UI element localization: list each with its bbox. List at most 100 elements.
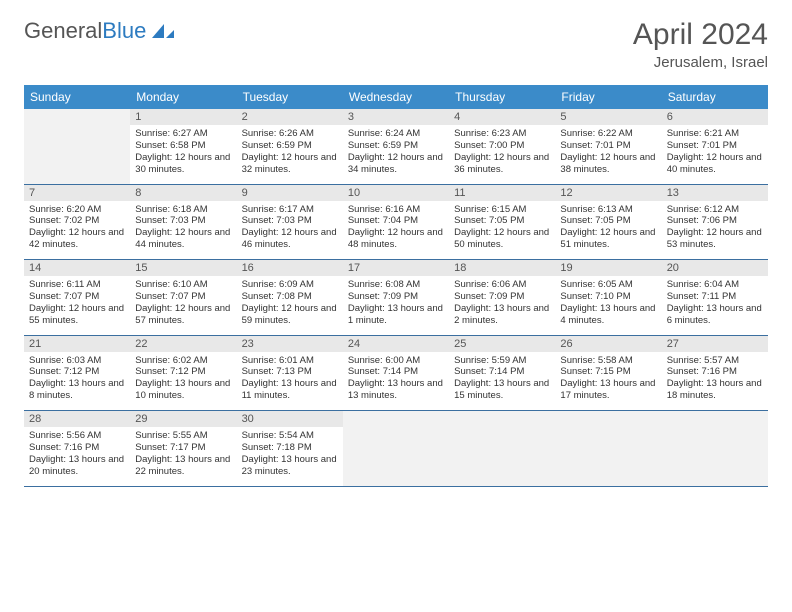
logo-part2: Blue	[102, 18, 146, 43]
day-data: Sunrise: 6:00 AMSunset: 7:14 PMDaylight:…	[343, 352, 449, 411]
weekday-header: Wednesday	[343, 85, 449, 109]
day-data: Sunrise: 6:22 AMSunset: 7:01 PMDaylight:…	[555, 125, 661, 184]
day-number: 4	[449, 109, 555, 125]
calendar-row: 28Sunrise: 5:56 AMSunset: 7:16 PMDayligh…	[24, 411, 768, 487]
day-data: Sunrise: 6:21 AMSunset: 7:01 PMDaylight:…	[662, 125, 768, 184]
calendar-cell: 6Sunrise: 6:21 AMSunset: 7:01 PMDaylight…	[662, 109, 768, 184]
day-data: Sunrise: 6:02 AMSunset: 7:12 PMDaylight:…	[130, 352, 236, 411]
calendar-cell: 30Sunrise: 5:54 AMSunset: 7:18 PMDayligh…	[237, 411, 343, 487]
day-data: Sunrise: 6:17 AMSunset: 7:03 PMDaylight:…	[237, 201, 343, 260]
day-data: Sunrise: 6:24 AMSunset: 6:59 PMDaylight:…	[343, 125, 449, 184]
day-number: 24	[343, 336, 449, 352]
day-data: Sunrise: 5:58 AMSunset: 7:15 PMDaylight:…	[555, 352, 661, 411]
month-title: April 2024	[633, 18, 768, 52]
calendar-cell: 29Sunrise: 5:55 AMSunset: 7:17 PMDayligh…	[130, 411, 236, 487]
day-number: 27	[662, 336, 768, 352]
day-number: 7	[24, 185, 130, 201]
day-data: Sunrise: 5:57 AMSunset: 7:16 PMDaylight:…	[662, 352, 768, 411]
calendar-cell: 4Sunrise: 6:23 AMSunset: 7:00 PMDaylight…	[449, 109, 555, 184]
day-data: Sunrise: 5:55 AMSunset: 7:17 PMDaylight:…	[130, 427, 236, 486]
day-data: Sunrise: 6:10 AMSunset: 7:07 PMDaylight:…	[130, 276, 236, 335]
day-data: Sunrise: 6:20 AMSunset: 7:02 PMDaylight:…	[24, 201, 130, 260]
logo-text: GeneralBlue	[24, 18, 146, 44]
day-data: Sunrise: 6:11 AMSunset: 7:07 PMDaylight:…	[24, 276, 130, 335]
day-data: Sunrise: 6:01 AMSunset: 7:13 PMDaylight:…	[237, 352, 343, 411]
calendar-cell: 28Sunrise: 5:56 AMSunset: 7:16 PMDayligh…	[24, 411, 130, 487]
day-number: 26	[555, 336, 661, 352]
logo-part1: General	[24, 18, 102, 43]
calendar-cell: 26Sunrise: 5:58 AMSunset: 7:15 PMDayligh…	[555, 335, 661, 411]
calendar-cell: 16Sunrise: 6:09 AMSunset: 7:08 PMDayligh…	[237, 260, 343, 336]
calendar-body: 1Sunrise: 6:27 AMSunset: 6:58 PMDaylight…	[24, 109, 768, 486]
calendar-cell: 5Sunrise: 6:22 AMSunset: 7:01 PMDaylight…	[555, 109, 661, 184]
day-number: 8	[130, 185, 236, 201]
day-number: 20	[662, 260, 768, 276]
day-number: 19	[555, 260, 661, 276]
day-data: Sunrise: 5:59 AMSunset: 7:14 PMDaylight:…	[449, 352, 555, 411]
day-number: 28	[24, 411, 130, 427]
weekday-header: Sunday	[24, 85, 130, 109]
calendar-cell: 9Sunrise: 6:17 AMSunset: 7:03 PMDaylight…	[237, 184, 343, 260]
day-number: 9	[237, 185, 343, 201]
day-number: 2	[237, 109, 343, 125]
calendar-cell: 15Sunrise: 6:10 AMSunset: 7:07 PMDayligh…	[130, 260, 236, 336]
calendar-cell	[24, 109, 130, 184]
day-data: Sunrise: 6:09 AMSunset: 7:08 PMDaylight:…	[237, 276, 343, 335]
calendar-cell: 19Sunrise: 6:05 AMSunset: 7:10 PMDayligh…	[555, 260, 661, 336]
calendar-cell: 13Sunrise: 6:12 AMSunset: 7:06 PMDayligh…	[662, 184, 768, 260]
day-number: 3	[343, 109, 449, 125]
day-number: 22	[130, 336, 236, 352]
day-data: Sunrise: 6:16 AMSunset: 7:04 PMDaylight:…	[343, 201, 449, 260]
weekday-header: Saturday	[662, 85, 768, 109]
day-number: 5	[555, 109, 661, 125]
calendar-cell: 20Sunrise: 6:04 AMSunset: 7:11 PMDayligh…	[662, 260, 768, 336]
calendar-cell	[449, 411, 555, 487]
calendar-cell	[555, 411, 661, 487]
calendar-cell: 27Sunrise: 5:57 AMSunset: 7:16 PMDayligh…	[662, 335, 768, 411]
day-data: Sunrise: 6:27 AMSunset: 6:58 PMDaylight:…	[130, 125, 236, 184]
day-data: Sunrise: 6:26 AMSunset: 6:59 PMDaylight:…	[237, 125, 343, 184]
calendar-row: 14Sunrise: 6:11 AMSunset: 7:07 PMDayligh…	[24, 260, 768, 336]
calendar-cell: 24Sunrise: 6:00 AMSunset: 7:14 PMDayligh…	[343, 335, 449, 411]
day-number: 13	[662, 185, 768, 201]
calendar-cell: 3Sunrise: 6:24 AMSunset: 6:59 PMDaylight…	[343, 109, 449, 184]
day-number: 14	[24, 260, 130, 276]
calendar-cell: 8Sunrise: 6:18 AMSunset: 7:03 PMDaylight…	[130, 184, 236, 260]
day-data: Sunrise: 6:15 AMSunset: 7:05 PMDaylight:…	[449, 201, 555, 260]
calendar-cell: 21Sunrise: 6:03 AMSunset: 7:12 PMDayligh…	[24, 335, 130, 411]
day-number: 30	[237, 411, 343, 427]
calendar-row: 1Sunrise: 6:27 AMSunset: 6:58 PMDaylight…	[24, 109, 768, 184]
day-number: 1	[130, 109, 236, 125]
day-data: Sunrise: 6:08 AMSunset: 7:09 PMDaylight:…	[343, 276, 449, 335]
day-number: 18	[449, 260, 555, 276]
calendar-cell	[662, 411, 768, 487]
day-number: 23	[237, 336, 343, 352]
day-data: Sunrise: 6:13 AMSunset: 7:05 PMDaylight:…	[555, 201, 661, 260]
calendar-cell: 14Sunrise: 6:11 AMSunset: 7:07 PMDayligh…	[24, 260, 130, 336]
weekday-header: Thursday	[449, 85, 555, 109]
day-data: Sunrise: 5:56 AMSunset: 7:16 PMDaylight:…	[24, 427, 130, 486]
weekday-header: Friday	[555, 85, 661, 109]
day-number: 10	[343, 185, 449, 201]
day-data: Sunrise: 5:54 AMSunset: 7:18 PMDaylight:…	[237, 427, 343, 486]
day-number: 25	[449, 336, 555, 352]
logo: GeneralBlue	[24, 18, 176, 44]
weekday-header: Tuesday	[237, 85, 343, 109]
calendar-cell: 10Sunrise: 6:16 AMSunset: 7:04 PMDayligh…	[343, 184, 449, 260]
weekday-header: Monday	[130, 85, 236, 109]
day-number: 16	[237, 260, 343, 276]
calendar-cell: 18Sunrise: 6:06 AMSunset: 7:09 PMDayligh…	[449, 260, 555, 336]
day-number: 15	[130, 260, 236, 276]
day-data: Sunrise: 6:06 AMSunset: 7:09 PMDaylight:…	[449, 276, 555, 335]
calendar-cell	[343, 411, 449, 487]
calendar-cell: 1Sunrise: 6:27 AMSunset: 6:58 PMDaylight…	[130, 109, 236, 184]
day-data: Sunrise: 6:03 AMSunset: 7:12 PMDaylight:…	[24, 352, 130, 411]
day-number: 11	[449, 185, 555, 201]
day-number: 12	[555, 185, 661, 201]
day-number: 29	[130, 411, 236, 427]
day-data: Sunrise: 6:04 AMSunset: 7:11 PMDaylight:…	[662, 276, 768, 335]
calendar-cell: 22Sunrise: 6:02 AMSunset: 7:12 PMDayligh…	[130, 335, 236, 411]
logo-sail-icon	[150, 22, 176, 40]
calendar-cell: 23Sunrise: 6:01 AMSunset: 7:13 PMDayligh…	[237, 335, 343, 411]
day-number: 21	[24, 336, 130, 352]
